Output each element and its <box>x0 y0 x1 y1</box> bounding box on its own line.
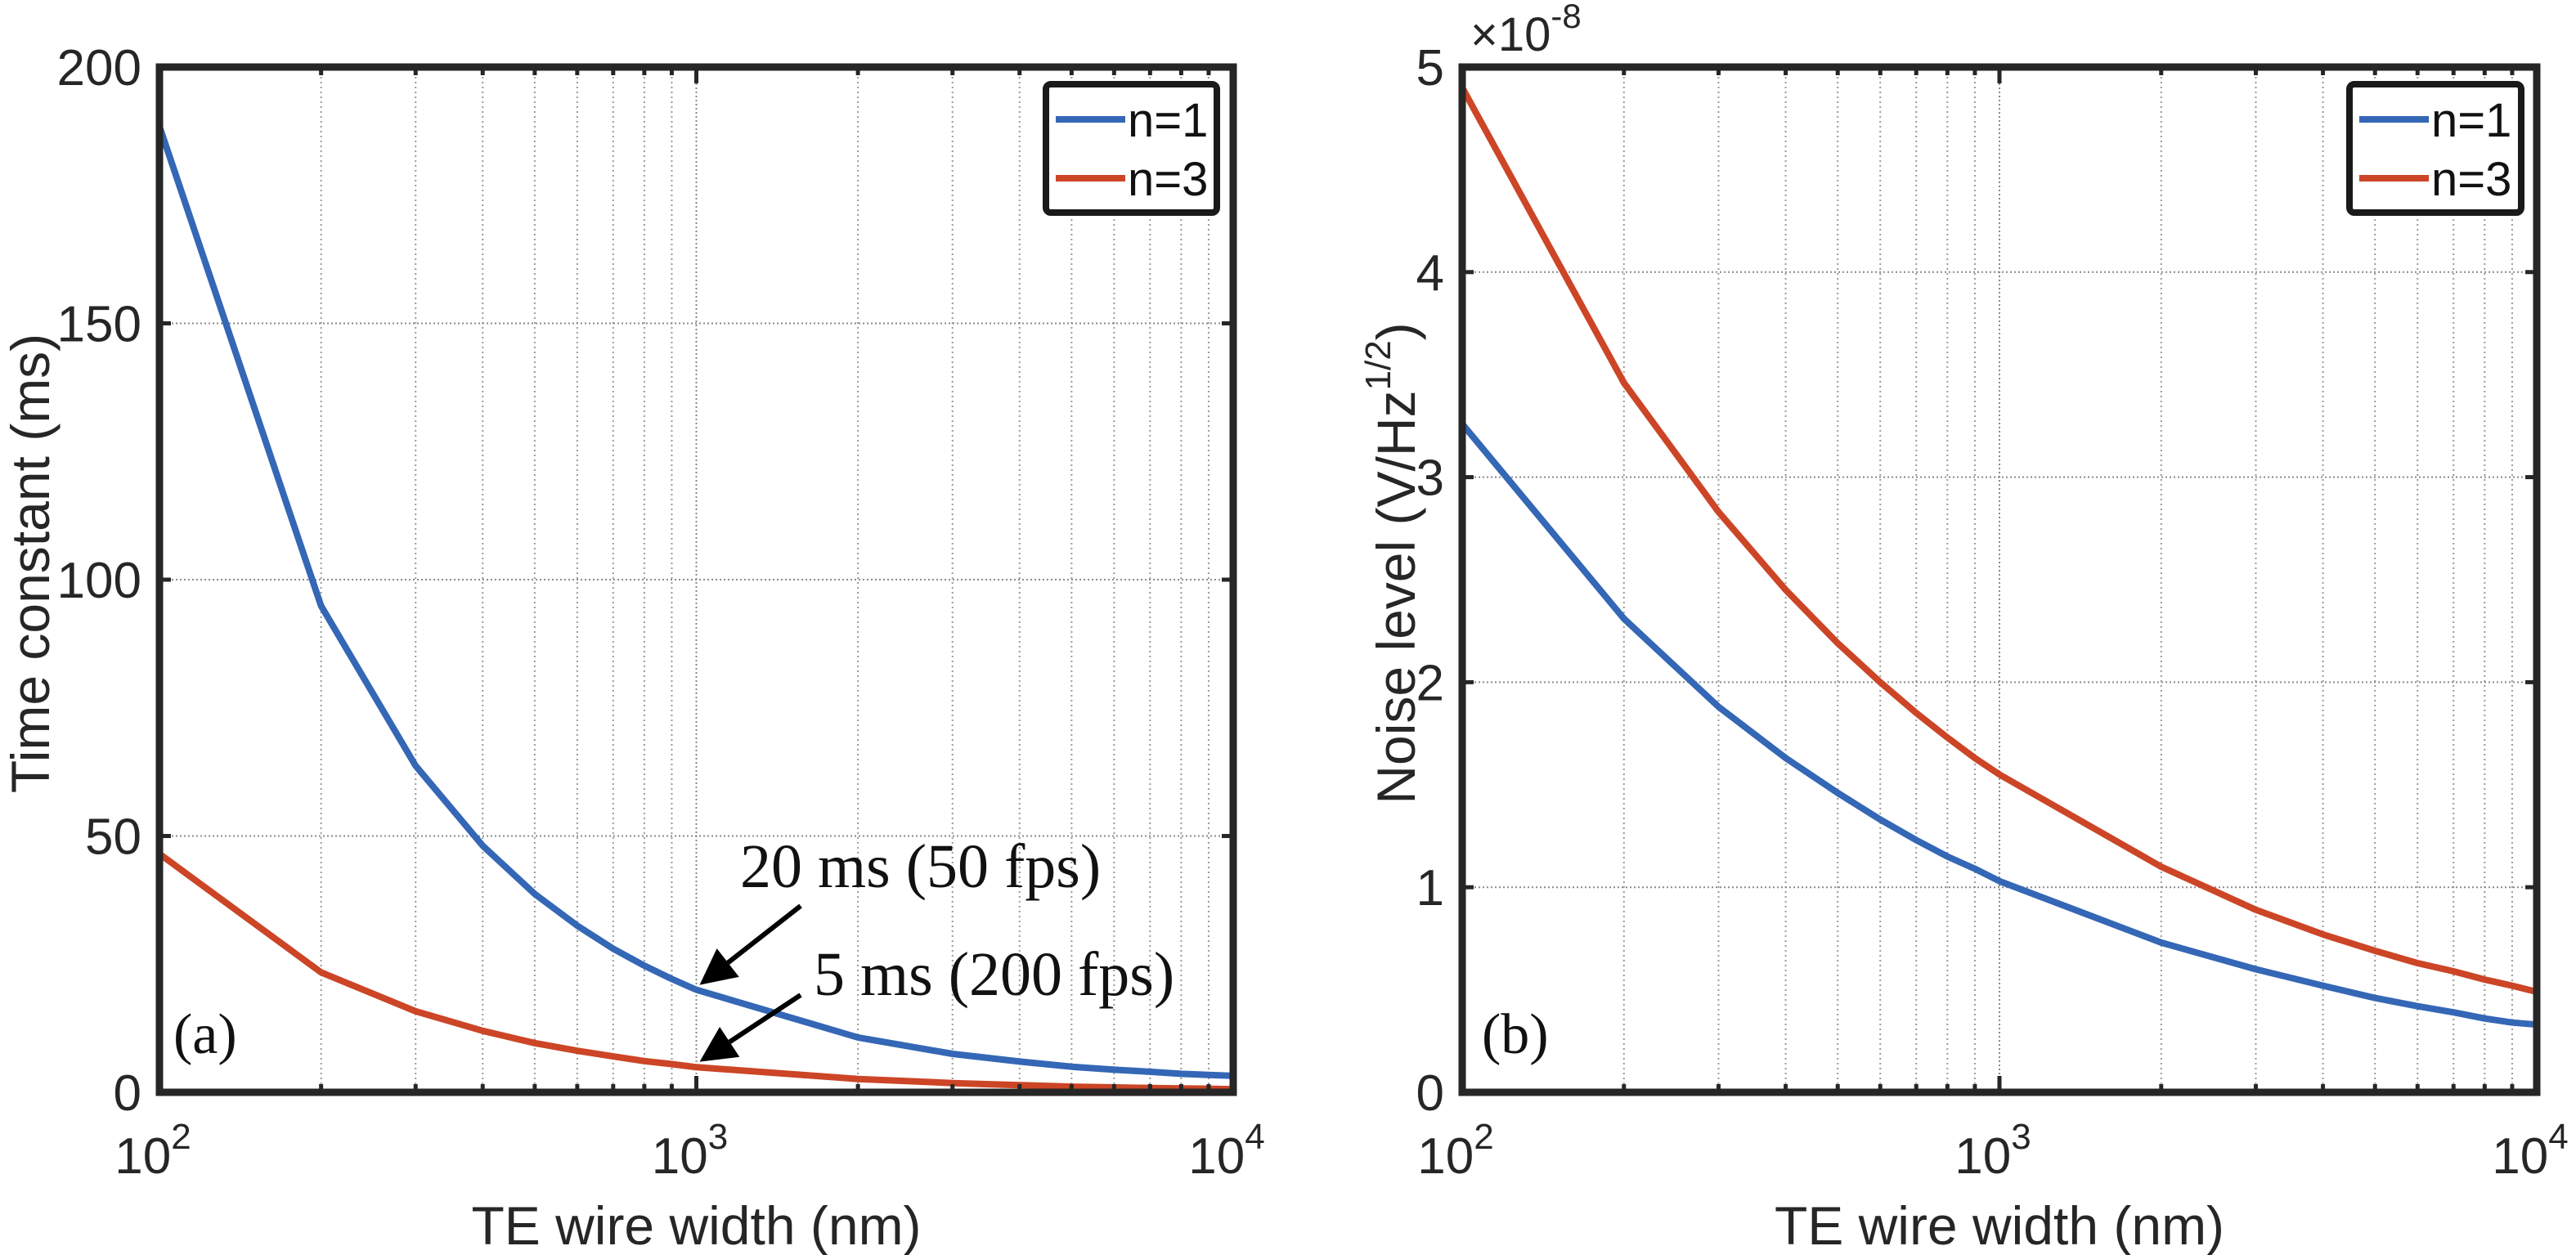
panel-b-y-axis-label: Noise level (V/Hz1/2) <box>1358 322 1426 804</box>
panel-b-ticks <box>1460 65 2539 1095</box>
x-tick-label: 102 <box>114 1117 191 1185</box>
panel-b-y-multiplier-exponent: -8 <box>1551 0 1581 35</box>
x-tick-label-base: 10 <box>1417 1128 1474 1185</box>
panel-a-x-axis-label: TE wire width (nm) <box>471 1195 921 1255</box>
annotation-arrow-shaft <box>728 993 802 1044</box>
panel-b-grid <box>1461 66 2538 1093</box>
panel-a-tag: (a) <box>173 1003 237 1066</box>
y-tick-label: 0 <box>114 1065 141 1122</box>
legend-label: n=3 <box>2431 153 2511 206</box>
panel-b-y-axis-label-close: ) <box>1366 322 1426 340</box>
y-tick-label: 2 <box>1416 655 1444 711</box>
legend-label: n=1 <box>1128 94 1208 147</box>
y-tick-label: 3 <box>1416 450 1444 507</box>
panel-a-legend: n=1n=3 <box>1043 81 1220 216</box>
series-line-n1 <box>156 125 1234 1079</box>
x-tick-label-base: 10 <box>1188 1128 1245 1185</box>
panel-a-annotations: 20 ms (50 fps) 5 ms (200 fps) <box>699 832 1174 1062</box>
panel-a-ticks <box>157 65 1236 1095</box>
y-tick-label: 150 <box>57 297 141 353</box>
panel-a-xtick-labels: 102 103 104 <box>114 1117 1264 1185</box>
legend-label: n=1 <box>2431 94 2511 147</box>
x-tick-label-base: 10 <box>1954 1128 2011 1185</box>
panel-b-legend: n=1n=3 <box>2346 81 2524 216</box>
y-tick-label: 5 <box>1416 40 1444 96</box>
annotation-label: 20 ms (50 fps) <box>740 832 1101 901</box>
panel-b-x-axis-label: TE wire width (nm) <box>1775 1195 2224 1255</box>
y-tick-label: 1 <box>1416 860 1444 917</box>
y-tick-label: 50 <box>85 809 141 866</box>
x-tick-label-exponent: 2 <box>1474 1117 1493 1157</box>
x-tick-label-exponent: 4 <box>2548 1117 2568 1157</box>
x-tick-label-exponent: 2 <box>171 1117 191 1157</box>
panel-a-ytick-labels: 0 50 100 150 200 <box>57 40 141 1122</box>
annotation-arrow-head <box>699 1027 740 1062</box>
panel-a-y-axis-label: Time constant (ms) <box>0 334 61 793</box>
x-tick-label-base: 10 <box>2492 1128 2548 1185</box>
annotation-arrow-head <box>699 948 739 985</box>
y-tick-label: 100 <box>57 553 141 609</box>
panel-b-y-multiplier: ×10-8 <box>1470 0 1582 61</box>
x-tick-label-exponent: 3 <box>2011 1117 2031 1157</box>
x-tick-label-base: 10 <box>652 1128 708 1185</box>
panel-b-curves <box>1459 86 2538 1029</box>
panel-a-grid <box>159 66 1234 1093</box>
legend-label: n=3 <box>1128 153 1208 206</box>
x-tick-label-exponent: 4 <box>1245 1117 1264 1157</box>
panel-b-y-multiplier-base: ×10 <box>1470 8 1551 61</box>
x-tick-label: 103 <box>1954 1117 2031 1185</box>
x-tick-label-exponent: 3 <box>708 1117 728 1157</box>
x-tick-label: 104 <box>2492 1117 2568 1185</box>
annotation-arrow-shaft <box>726 903 802 965</box>
panel-b-tag: (b) <box>1482 1003 1549 1066</box>
x-tick-label: 103 <box>652 1117 728 1185</box>
series-line-n3 <box>1459 86 2538 995</box>
series-line-n1 <box>1459 421 2538 1029</box>
annotation-label: 5 ms (200 fps) <box>814 940 1174 1009</box>
x-tick-label: 102 <box>1417 1117 1493 1185</box>
panel-b-xtick-labels: 102 103 104 <box>1417 1117 2568 1185</box>
x-tick-label-base: 10 <box>114 1128 171 1185</box>
y-tick-label: 0 <box>1416 1065 1444 1122</box>
panel-b-y-axis-label-superscript: 1/2 <box>1358 340 1398 390</box>
y-tick-label: 4 <box>1416 245 1444 302</box>
panel-b-y-axis-label-main: Noise level (V/Hz <box>1366 391 1426 805</box>
x-tick-label: 104 <box>1188 1117 1264 1185</box>
y-tick-label: 200 <box>57 40 141 96</box>
panel-b-ytick-labels: 0 1 2 3 4 5 <box>1416 40 1444 1122</box>
